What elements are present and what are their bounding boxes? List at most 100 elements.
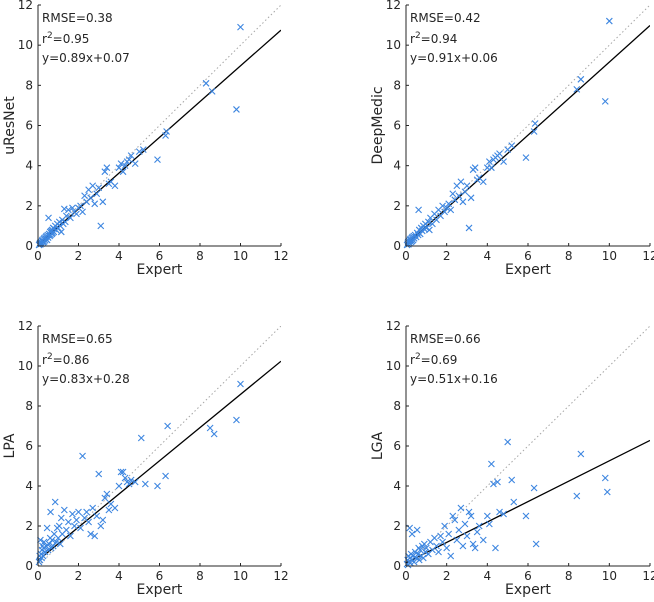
data-point (115, 482, 123, 490)
data-point (89, 504, 97, 512)
data-point (79, 208, 86, 216)
data-point (408, 530, 416, 538)
data-point (413, 526, 421, 534)
x-tick-label: 2 (75, 249, 83, 263)
r2-annotation: r2=0.95 (42, 31, 89, 46)
data-point (416, 546, 424, 554)
x-tick-label: 10 (602, 569, 617, 583)
data-point (83, 508, 90, 516)
data-point (117, 160, 125, 168)
data-point (51, 498, 59, 506)
data-point (62, 212, 70, 220)
x-tick-label: 6 (524, 569, 532, 583)
rmse-annotation: RMSE=0.65 (42, 332, 113, 346)
data-point (601, 98, 609, 105)
data-point (103, 490, 111, 498)
data-point (522, 154, 530, 162)
y-axis-label: LGA (370, 431, 386, 460)
data-point (135, 148, 143, 155)
y-tick-label: 12 (386, 0, 401, 12)
y-tick-label: 8 (393, 78, 401, 92)
y-tick-label: 12 (386, 319, 401, 333)
data-point (208, 87, 216, 95)
y-tick-label: 6 (393, 439, 401, 453)
data-point (237, 380, 244, 388)
fit-equation-annotation: y=0.83x+0.28 (42, 372, 130, 386)
rmse-annotation: RMSE=0.38 (42, 11, 113, 25)
data-point (457, 504, 465, 512)
y-tick-label: 2 (393, 199, 401, 213)
data-point (97, 522, 105, 530)
data-point (410, 558, 418, 566)
x-tick-label: 4 (484, 249, 492, 263)
data-points (403, 438, 611, 569)
data-point (500, 158, 507, 166)
data-point (71, 522, 78, 530)
data-point (467, 512, 475, 520)
y-tick-label: 12 (18, 319, 33, 333)
y-tick-label: 2 (25, 519, 33, 533)
fit-equation-annotation: y=0.89x+0.07 (42, 51, 130, 65)
data-point (125, 480, 133, 488)
data-point (500, 510, 507, 518)
x-axis-label: Expert (505, 262, 551, 278)
data-point (532, 540, 540, 548)
y-tick-label: 4 (25, 159, 33, 173)
data-point (445, 200, 453, 208)
y-tick-label: 10 (18, 359, 33, 373)
identity-line (406, 326, 650, 566)
data-point (414, 550, 422, 558)
data-point (471, 544, 479, 552)
y-tick-label: 6 (393, 119, 401, 133)
x-axis-label: Expert (137, 582, 183, 598)
y-axis-label: DeepMedic (370, 86, 386, 164)
x-tick-label: 10 (233, 569, 248, 583)
data-point (496, 508, 503, 516)
data-point (111, 182, 119, 190)
data-point (141, 480, 149, 488)
data-point (119, 468, 127, 476)
data-point (89, 182, 97, 190)
data-point (233, 416, 240, 424)
x-tick-label: 12 (273, 569, 288, 583)
data-point (409, 552, 417, 560)
identity-line (38, 5, 281, 246)
rmse-annotation: RMSE=0.42 (410, 11, 481, 25)
data-point (479, 178, 487, 186)
data-point (105, 506, 113, 514)
data-point (61, 218, 69, 226)
data-point (425, 226, 433, 234)
data-point (48, 536, 56, 544)
data-point (47, 508, 54, 516)
data-point (459, 542, 467, 550)
data-point (162, 472, 169, 480)
data-point (111, 504, 119, 512)
y-axis-label: uResNet (2, 96, 18, 155)
scatter-panel-4: 0 2 4 6 8 10 12 0 2 4 6 8 10 12 Expert LGA RMSE=0.66 r2=0… (370, 319, 654, 598)
x-axis-label: Expert (505, 582, 551, 598)
data-point (40, 538, 48, 546)
y-tick-label: 10 (386, 38, 401, 52)
data-point (101, 494, 109, 502)
data-point (121, 474, 129, 482)
data-point (485, 520, 493, 528)
data-point (451, 516, 459, 524)
data-point (485, 158, 493, 166)
data-point (101, 168, 109, 176)
r2-annotation: r2=0.94 (410, 31, 457, 46)
x-tick-label: 6 (156, 249, 164, 263)
data-point (465, 508, 473, 516)
data-point (603, 488, 611, 496)
fit-line (38, 29, 281, 246)
data-point (119, 168, 127, 176)
x-axis-label: Expert (137, 262, 183, 278)
data-point (412, 554, 420, 562)
data-point (488, 164, 495, 172)
data-point (154, 482, 161, 490)
r2-annotation: r2=0.69 (410, 352, 457, 367)
data-point (416, 230, 424, 238)
data-point (522, 512, 530, 520)
data-point (121, 162, 129, 170)
data-point (492, 544, 499, 552)
data-point (125, 156, 133, 164)
